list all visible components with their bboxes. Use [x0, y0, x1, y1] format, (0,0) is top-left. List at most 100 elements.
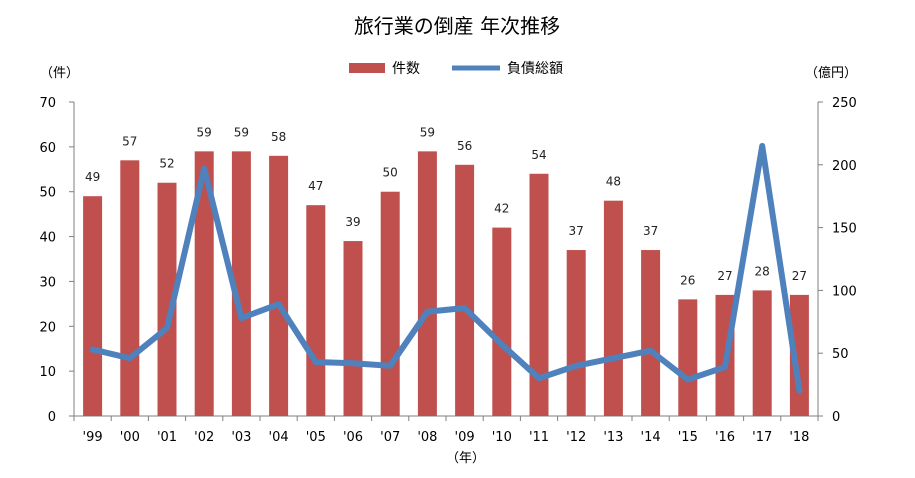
bar — [157, 182, 177, 416]
bar — [455, 164, 475, 416]
right-tick-label: 100 — [832, 284, 857, 299]
x-axis-unit: （年） — [446, 451, 485, 466]
bar-value-label: 28 — [755, 264, 770, 278]
left-tick-label: 0 — [48, 410, 56, 425]
x-tick-label: '18 — [789, 430, 809, 445]
bar — [641, 250, 661, 416]
x-tick-label: '06 — [343, 430, 363, 445]
left-tick-label: 70 — [39, 96, 56, 111]
legend-bar-label: 件数 — [392, 61, 420, 77]
debt-point — [687, 379, 689, 381]
bar-value-label: 49 — [85, 170, 100, 184]
bar-value-label: 27 — [792, 269, 807, 283]
debt-point — [650, 350, 652, 352]
debt-point — [798, 390, 800, 392]
legend-line-label: 負債総額 — [507, 61, 563, 77]
bar — [789, 294, 809, 416]
bar — [417, 151, 437, 417]
bar-value-label: 59 — [420, 125, 435, 139]
debt-line — [89, 142, 803, 394]
bar — [194, 151, 214, 417]
left-tick-label: 60 — [39, 141, 56, 156]
bar-value-label: 27 — [717, 269, 732, 283]
right-tick-label: 200 — [832, 159, 857, 174]
bar — [231, 151, 251, 417]
right-tick-label: 50 — [832, 347, 849, 362]
x-tick-label: '11 — [529, 430, 549, 445]
bar-value-label: 37 — [643, 224, 658, 238]
bar — [752, 290, 772, 416]
debt-point — [575, 365, 577, 367]
bar-value-label: 57 — [122, 134, 137, 148]
x-tick-label: '00 — [120, 430, 140, 445]
chart-title: 旅行業の倒産 年次推移 — [354, 14, 560, 38]
bar-value-label: 47 — [308, 179, 323, 193]
left-axis-unit: （件） — [40, 66, 79, 81]
x-tick-label: '02 — [194, 430, 214, 445]
debt-point — [501, 343, 503, 345]
left-tick-label: 50 — [39, 186, 56, 201]
right-tick-label: 0 — [832, 410, 840, 425]
bar — [529, 173, 549, 416]
debt-point — [724, 366, 726, 368]
debt-point — [538, 377, 540, 379]
x-tick-label: '16 — [715, 430, 735, 445]
bar — [306, 205, 326, 416]
debt-point — [278, 303, 280, 305]
debt-point — [426, 311, 428, 313]
right-tick-label: 250 — [832, 96, 857, 111]
x-tick-label: '08 — [417, 430, 437, 445]
x-tick-label: '99 — [83, 430, 103, 445]
bar — [566, 250, 586, 416]
debt-point — [612, 357, 614, 359]
x-tick-label: '09 — [455, 430, 475, 445]
bar — [120, 160, 140, 416]
right-axis-unit: （億円） — [805, 65, 857, 81]
debt-point — [203, 168, 205, 170]
bar-value-label: 50 — [383, 166, 398, 180]
bar-value-label: 26 — [680, 273, 695, 287]
bar-value-label: 59 — [234, 125, 249, 139]
x-tick-label: '12 — [566, 430, 586, 445]
x-tick-label: '03 — [231, 430, 251, 445]
bar — [678, 299, 698, 416]
bar — [269, 155, 289, 417]
left-tick-label: 30 — [39, 275, 56, 290]
debt-point — [464, 307, 466, 309]
x-tick-label: '10 — [492, 430, 512, 445]
debt-point — [315, 361, 317, 363]
x-tick-label: '05 — [306, 430, 326, 445]
left-tick-label: 10 — [39, 365, 56, 380]
x-tick-label: '17 — [752, 430, 772, 445]
bar-value-label: 59 — [197, 125, 212, 139]
x-tick-label: '04 — [269, 430, 289, 445]
plot-area: 0 10 20 30 40 50 60 70 0 50 100 150 200 250 49 57 52 59 59… — [39, 96, 856, 445]
debt-point — [240, 317, 242, 319]
x-tick-label: '13 — [603, 430, 623, 445]
bar-value-label: 54 — [531, 148, 546, 162]
bar-value-label: 56 — [457, 139, 472, 153]
bar — [492, 227, 512, 416]
debt-point — [166, 327, 168, 329]
legend: 件数 負債総額 — [349, 61, 563, 77]
bar — [343, 241, 363, 416]
debt-point — [352, 362, 354, 364]
x-tick-label: '07 — [380, 430, 400, 445]
x-tick-label: '01 — [157, 430, 177, 445]
left-tick-label: 20 — [39, 320, 56, 335]
bar — [603, 200, 623, 416]
bar-value-label: 52 — [159, 157, 174, 171]
left-tick-label: 40 — [39, 231, 56, 246]
bar-value-label: 39 — [345, 215, 360, 229]
bar — [83, 196, 103, 416]
debt-point — [92, 348, 94, 350]
bar — [380, 191, 400, 416]
x-tick-label: '14 — [641, 430, 661, 445]
right-tick-label: 150 — [832, 222, 857, 237]
x-tick-label: '15 — [678, 430, 698, 445]
debt-point — [389, 365, 391, 367]
bar-value-label: 42 — [494, 202, 509, 216]
bar-value-label: 48 — [606, 175, 621, 189]
bar-value-label: 58 — [271, 130, 286, 144]
